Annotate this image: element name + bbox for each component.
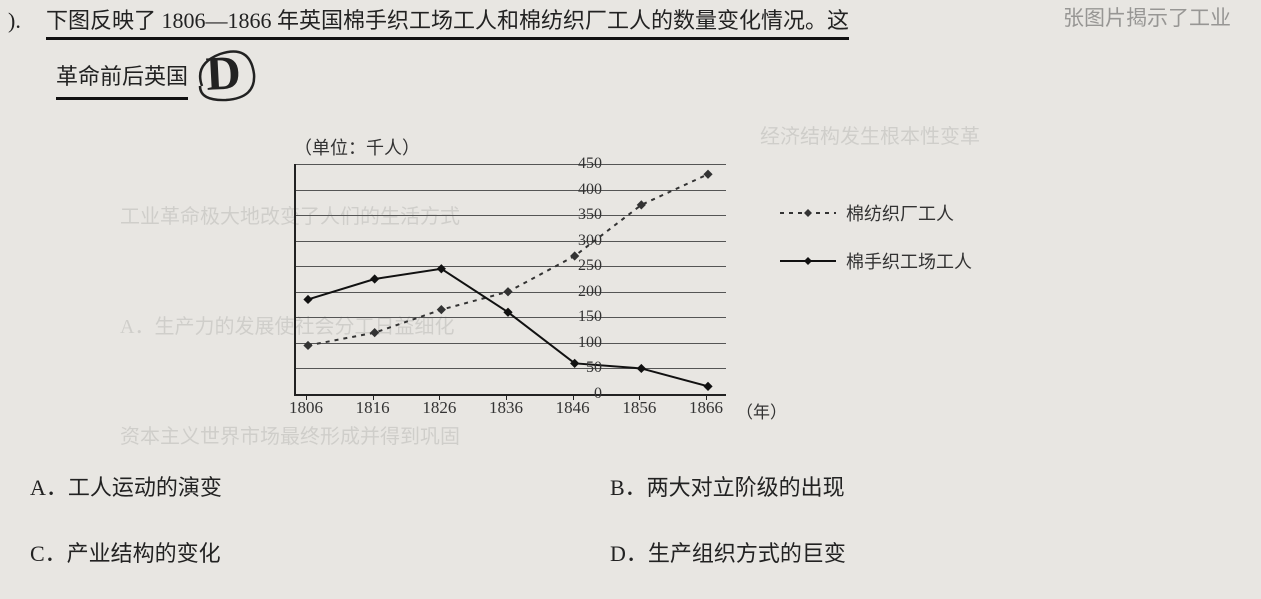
chart-ytick-label: 300 xyxy=(554,232,602,250)
chart: （单位：千人） 050100150200250300350400450 1806… xyxy=(220,140,1040,460)
chart-xtick-mark xyxy=(439,394,440,400)
question-line1: 下图反映了 1806—1866 年英国棉手织工场工人和棉纺织厂工人的数量变化情况… xyxy=(46,4,849,40)
chart-xtick-mark xyxy=(639,394,640,400)
question-line1-cutoff: 张图片揭示了工业 xyxy=(1063,2,1231,32)
chart-marker-handloom xyxy=(637,364,646,373)
option-a: A．工人运动的演变 xyxy=(30,470,610,502)
chart-series-handloom xyxy=(308,269,708,387)
chart-legend: 棉纺织厂工人棉手织工场工人 xyxy=(780,200,972,296)
chart-xtick-label: 1806 xyxy=(289,398,323,418)
chart-marker-handloom xyxy=(303,295,312,304)
chart-marker-handloom xyxy=(370,274,379,283)
chart-xtick-mark xyxy=(306,394,307,400)
chart-marker-handloom xyxy=(703,382,712,391)
chart-xtick-label: 1816 xyxy=(356,398,390,418)
chart-xtick-label: 1826 xyxy=(422,398,456,418)
legend-item-factory: 棉纺织厂工人 xyxy=(780,200,972,226)
chart-unit-label: （单位：千人） xyxy=(294,134,420,160)
chart-marker-factory xyxy=(437,305,446,314)
legend-label-handloom: 棉手织工场工人 xyxy=(846,248,972,274)
option-b: B．两大对立阶级的出现 xyxy=(610,470,1190,502)
chart-marker-factory xyxy=(503,287,512,296)
legend-swatch-factory xyxy=(780,206,836,220)
chart-xtick-mark xyxy=(506,394,507,400)
chart-ytick-label: 50 xyxy=(554,359,602,377)
chart-series-svg xyxy=(296,164,726,394)
chart-xtick-label: 1856 xyxy=(622,398,656,418)
chart-xtick-label: 1866 xyxy=(689,398,723,418)
chart-ytick-label: 100 xyxy=(554,334,602,352)
legend-swatch-handloom xyxy=(780,254,836,268)
chart-xtick-label: 1836 xyxy=(489,398,523,418)
chart-marker-factory xyxy=(370,328,379,337)
chart-ytick-label: 250 xyxy=(554,257,602,275)
question-line2-underlined: 革命前后英国 xyxy=(56,60,188,100)
chart-marker-factory xyxy=(303,341,312,350)
chart-xtick-mark xyxy=(373,394,374,400)
option-c: C．产业结构的变化 xyxy=(30,536,610,568)
chart-xtick-mark xyxy=(573,394,574,400)
handwritten-circle xyxy=(192,46,262,106)
chart-ytick-label: 400 xyxy=(554,181,602,199)
chart-ytick-label: 200 xyxy=(554,283,602,301)
chart-ytick-label: 450 xyxy=(554,155,602,173)
chart-xtick-label: 1846 xyxy=(556,398,590,418)
chart-x-unit: （年） xyxy=(736,398,787,423)
question-line2: 革命前后英国 xyxy=(56,60,188,100)
answer-options: A．工人运动的演变 B．两大对立阶级的出现 C．产业结构的变化 D．生产组织方式… xyxy=(30,470,1230,599)
legend-item-handloom: 棉手织工场工人 xyxy=(780,248,972,274)
chart-ytick-label: 350 xyxy=(554,206,602,224)
chart-plot-area xyxy=(294,164,726,396)
chart-series-factory xyxy=(308,174,708,345)
chart-marker-factory xyxy=(703,170,712,179)
chart-xtick-mark xyxy=(706,394,707,400)
option-d: D．生产组织方式的巨变 xyxy=(610,536,1190,568)
question-number: ). xyxy=(8,4,21,37)
question-line1-underlined: 下图反映了 1806—1866 年英国棉手织工场工人和棉纺织厂工人的数量变化情况… xyxy=(46,4,849,40)
legend-label-factory: 棉纺织厂工人 xyxy=(846,200,954,226)
chart-ytick-label: 150 xyxy=(554,308,602,326)
